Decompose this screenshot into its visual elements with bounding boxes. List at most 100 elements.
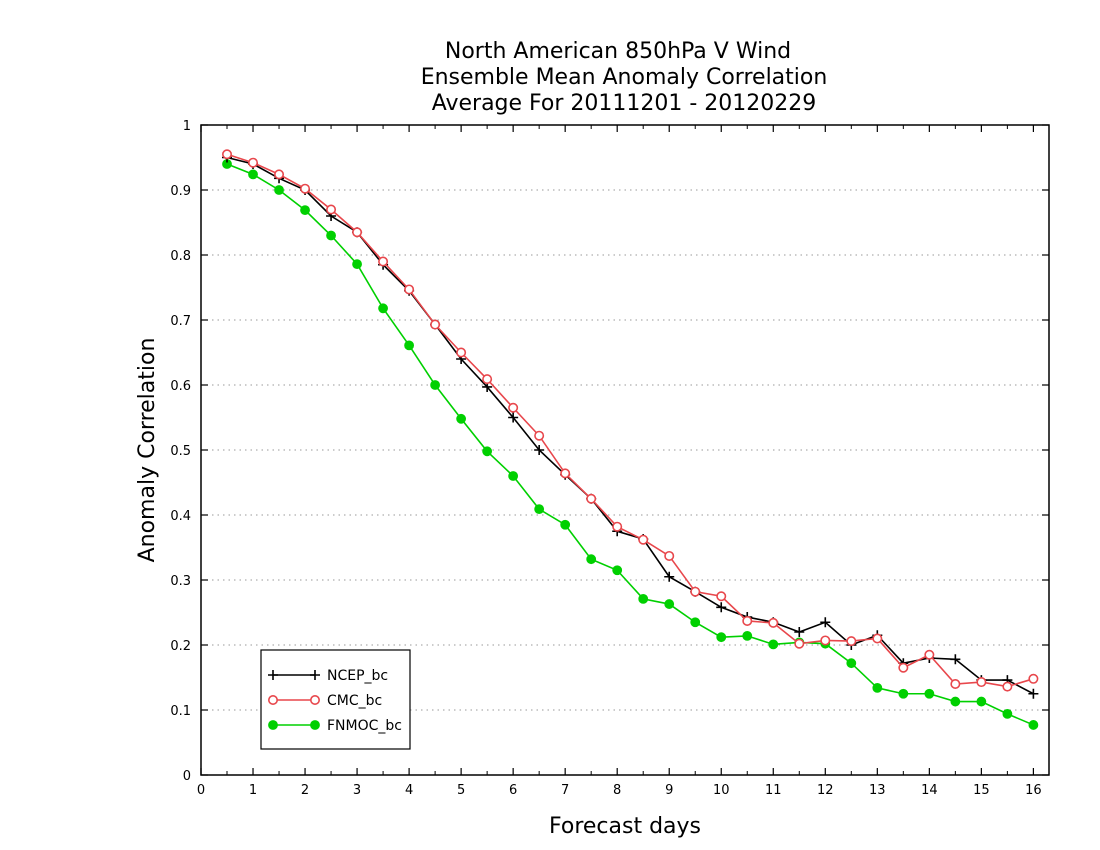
legend-item: FNMOC_bc xyxy=(268,718,402,734)
data-point xyxy=(872,683,883,693)
data-point xyxy=(222,149,233,160)
title-line-1: North American 850hPa V Wind xyxy=(445,39,791,64)
data-point xyxy=(638,593,649,604)
legend-item: NCEP_bc xyxy=(268,668,388,684)
data-point xyxy=(690,617,701,628)
data-point xyxy=(1002,681,1013,692)
y-tick-label: 0.5 xyxy=(170,444,191,459)
data-point xyxy=(820,635,831,646)
x-tick-label: 6 xyxy=(509,783,517,798)
x-tick-label: 10 xyxy=(713,783,730,798)
data-point xyxy=(1002,709,1013,719)
y-tick-label: 0 xyxy=(183,769,191,784)
data-point xyxy=(820,617,831,628)
x-tick-label: 4 xyxy=(405,783,413,798)
data-point xyxy=(274,169,285,180)
data-point xyxy=(534,504,545,515)
data-point xyxy=(248,169,258,180)
x-tick-label: 11 xyxy=(765,783,782,798)
data-point xyxy=(664,550,675,561)
data-point xyxy=(560,468,571,479)
data-point xyxy=(586,493,597,504)
title-line-3: Average For 20111201 - 20120229 xyxy=(432,91,817,116)
series-line xyxy=(226,156,1034,695)
data-point xyxy=(638,534,649,545)
data-point xyxy=(482,374,493,385)
y-tick-label: 0.8 xyxy=(170,249,191,264)
data-point xyxy=(768,639,779,650)
data-point xyxy=(794,638,805,649)
data-point xyxy=(664,571,675,582)
data-point xyxy=(430,319,441,330)
x-tick-label: 1 xyxy=(249,783,257,798)
series-FNMOC_bc xyxy=(222,159,1039,730)
data-point xyxy=(404,340,414,351)
data-point xyxy=(846,636,857,647)
legend-label: FNMOC_bc xyxy=(327,718,402,734)
x-axis-label: Forecast days xyxy=(549,814,701,839)
legend-label: NCEP_bc xyxy=(327,668,388,684)
data-point xyxy=(768,617,779,628)
legend-marker xyxy=(268,670,278,680)
data-point xyxy=(1028,720,1039,730)
y-tick-label: 0.1 xyxy=(170,704,191,719)
data-point xyxy=(508,402,519,413)
x-tick-label: 9 xyxy=(665,783,673,798)
chart-title: North American 850hPa V Wind Ensemble Me… xyxy=(421,39,828,116)
data-point xyxy=(950,696,961,707)
y-tick-label: 0.4 xyxy=(170,509,191,524)
data-point xyxy=(976,696,987,707)
data-point xyxy=(664,599,675,609)
data-point xyxy=(1028,688,1039,699)
legend: NCEP_bc CMC_bc FNMOC_bc xyxy=(260,649,411,750)
data-point xyxy=(456,347,467,358)
x-tick-label: 13 xyxy=(869,783,886,798)
series-line xyxy=(226,153,1034,688)
x-tick-label: 2 xyxy=(301,783,309,798)
series-line xyxy=(226,163,1034,726)
data-point xyxy=(274,185,284,195)
data-point xyxy=(950,654,961,665)
data-point xyxy=(898,662,909,673)
legend-marker xyxy=(267,694,278,705)
legend-label: CMC_bc xyxy=(327,693,382,709)
data-point xyxy=(898,688,909,699)
data-point xyxy=(508,412,519,423)
data-point xyxy=(794,627,805,637)
data-point xyxy=(248,157,259,168)
data-point xyxy=(404,284,415,295)
data-point xyxy=(716,602,727,613)
legend-marker xyxy=(310,720,320,730)
x-tick-label: 12 xyxy=(817,783,834,798)
y-tick-label: 0.9 xyxy=(170,184,191,199)
data-point xyxy=(924,649,935,660)
data-point xyxy=(352,227,363,238)
legend-marker xyxy=(310,670,320,680)
data-point xyxy=(326,230,336,241)
data-point xyxy=(456,413,467,424)
legend-entries: NCEP_bc CMC_bc FNMOC_bc xyxy=(267,668,402,734)
data-point xyxy=(872,633,883,644)
data-point xyxy=(742,631,753,641)
grid xyxy=(201,189,1049,711)
x-tick-label: 8 xyxy=(613,783,621,798)
legend-marker xyxy=(268,720,278,730)
x-axis: 0 1 2 3 4 5 6 7 8 9 10 11 12 13 14 15 16 xyxy=(197,125,1042,798)
data-point xyxy=(352,259,362,270)
data-point xyxy=(950,678,961,689)
data-point xyxy=(846,658,857,669)
data-point xyxy=(1028,673,1039,684)
data-point xyxy=(378,256,389,267)
data-point xyxy=(560,519,571,530)
data-point xyxy=(300,183,311,194)
x-tick-label: 0 xyxy=(197,783,205,798)
data-point xyxy=(612,565,623,576)
y-tick-label: 0.2 xyxy=(170,639,191,654)
data-point xyxy=(482,446,493,457)
y-tick-label: 0.3 xyxy=(170,574,191,589)
data-point xyxy=(716,591,727,602)
legend-marker xyxy=(309,694,320,705)
data-point xyxy=(326,204,337,215)
x-tick-label: 14 xyxy=(921,783,938,798)
